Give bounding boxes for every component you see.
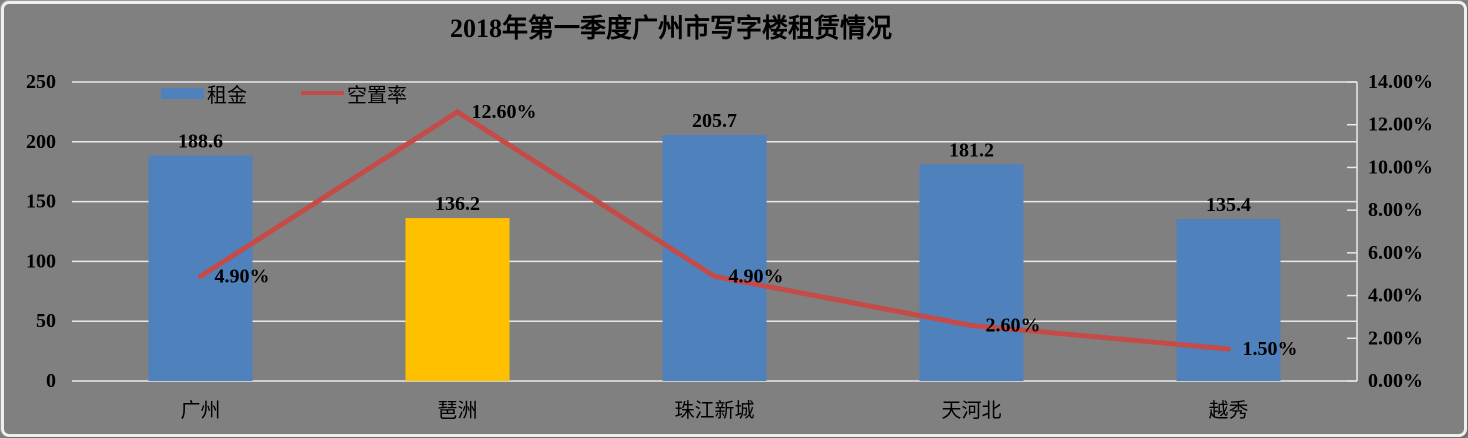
right-axis-tick-label: 6.00% — [1368, 242, 1423, 264]
bar-value-label: 205.7 — [692, 110, 737, 132]
legend-label: 租金 — [207, 84, 247, 107]
bar-越秀 — [1176, 219, 1281, 381]
left-axis-tick-label: 50 — [36, 310, 56, 332]
bar-value-label: 181.2 — [949, 139, 994, 161]
category-label-琶洲: 琶洲 — [438, 400, 478, 422]
line-value-label: 4.90% — [729, 265, 784, 287]
category-label-越秀: 越秀 — [1209, 399, 1249, 422]
legend-item-租金: 租金 — [161, 79, 247, 108]
left-axis-tick-label: 200 — [26, 131, 56, 153]
right-axis-tick-label: 14.00% — [1368, 71, 1433, 93]
left-axis-tick-label: 100 — [26, 250, 56, 272]
right-axis-tick-label: 12.00% — [1368, 114, 1433, 136]
line-value-label: 4.90% — [215, 265, 270, 287]
right-axis-tick-label: 8.00% — [1368, 199, 1423, 221]
vacancy-rate-line — [198, 108, 1231, 352]
right-axis-tick-label: 10.00% — [1368, 156, 1433, 178]
left-axis-tick-label: 0 — [46, 370, 56, 392]
legend-bar-swatch-icon — [161, 87, 204, 99]
left-axis-tick-label: 150 — [26, 191, 56, 213]
category-label-天河北: 天河北 — [942, 399, 1002, 422]
bar-广州 — [148, 155, 253, 381]
line-value-label: 1.50% — [1243, 338, 1298, 360]
legend-item-空置率: 空置率 — [301, 79, 407, 108]
right-axis-tick-label: 4.00% — [1368, 285, 1423, 307]
bar-value-label: 136.2 — [435, 193, 480, 215]
category-label-广州: 广州 — [181, 399, 221, 422]
category-label-珠江新城: 珠江新城 — [675, 399, 755, 422]
bar-珠江新城 — [662, 134, 767, 381]
legend-line-swatch-icon — [301, 91, 344, 95]
bar-琶洲 — [405, 218, 510, 381]
line-value-label: 12.60% — [472, 101, 537, 123]
right-axis-tick-label: 0.00% — [1368, 370, 1423, 392]
chart-legend: 租金 空置率 — [161, 82, 407, 107]
line-value-label: 2.60% — [986, 314, 1041, 336]
legend-label: 空置率 — [347, 84, 407, 107]
left-axis-tick-label: 250 — [26, 71, 56, 93]
right-axis-tick-label: 2.00% — [1368, 327, 1423, 349]
bar-value-label: 135.4 — [1206, 194, 1251, 216]
bar-天河北 — [919, 164, 1024, 381]
chart-title: 2018年第一季度广州市写字楼租赁情况 — [449, 14, 892, 43]
bar-value-label: 188.6 — [178, 130, 223, 152]
